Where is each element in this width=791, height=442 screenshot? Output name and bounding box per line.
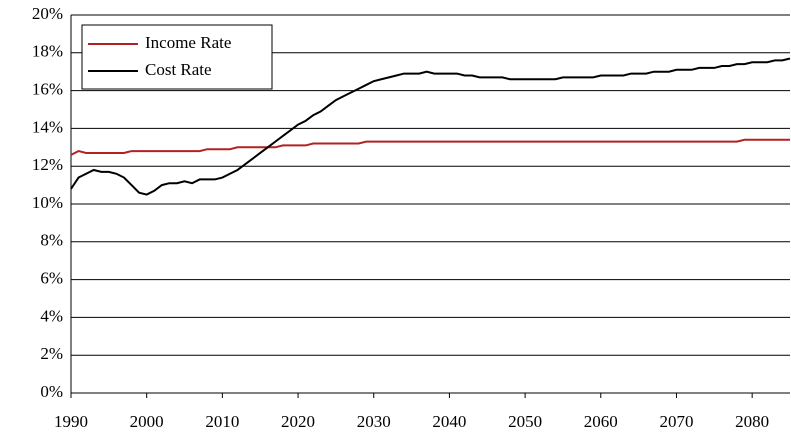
x-tick-label: 2050	[508, 412, 542, 431]
x-tick-label: 1990	[54, 412, 88, 431]
y-tick-label: 20%	[32, 4, 63, 23]
y-tick-label: 0%	[40, 382, 63, 401]
x-tick-label: 2040	[432, 412, 466, 431]
series-line	[70, 57, 791, 196]
series-line	[70, 138, 790, 156]
x-tick-label: 2060	[584, 412, 618, 431]
x-tick-label: 2080	[735, 412, 769, 431]
x-tick-label: 2070	[659, 412, 693, 431]
y-tick-label: 16%	[32, 80, 63, 99]
legend-label: Income Rate	[145, 33, 231, 52]
y-tick-label: 8%	[40, 231, 63, 250]
legend-box	[81, 24, 273, 90]
legend-label: Cost Rate	[145, 60, 212, 79]
y-tick-label: 10%	[32, 193, 63, 212]
y-tick-label: 6%	[40, 269, 63, 288]
x-tick-label: 2000	[130, 412, 164, 431]
y-tick-label: 18%	[32, 42, 63, 61]
y-tick-label: 14%	[32, 117, 63, 136]
y-tick-label: 2%	[40, 344, 63, 363]
x-tick-label: 2030	[357, 412, 391, 431]
x-tick-label: 2010	[205, 412, 239, 431]
x-tick-label: 2020	[281, 412, 315, 431]
y-tick-label: 4%	[40, 306, 63, 325]
y-tick-label: 12%	[32, 155, 63, 174]
